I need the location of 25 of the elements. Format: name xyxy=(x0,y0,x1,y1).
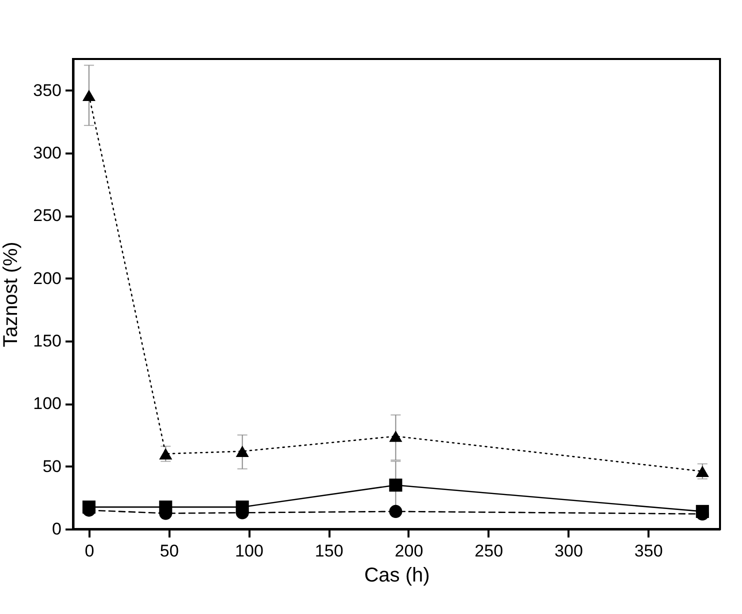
y-tick-label: 50 xyxy=(42,456,62,476)
point xyxy=(82,90,96,101)
y-tick-label: 200 xyxy=(33,268,62,288)
point xyxy=(159,448,172,460)
point xyxy=(696,466,709,477)
y-tick-label: 0 xyxy=(52,520,62,538)
x-tick-label: 100 xyxy=(235,542,264,560)
y-tick-label: 350 xyxy=(33,80,62,100)
y-tick-label: 150 xyxy=(33,332,62,350)
y-axis-title: Taznost (%) xyxy=(0,242,22,348)
point xyxy=(389,430,402,442)
x-tick-label: 0 xyxy=(84,542,94,560)
x-tick-label: 200 xyxy=(394,542,424,560)
x-tick-label: 150 xyxy=(314,542,344,560)
x-tick-label: 300 xyxy=(554,542,583,560)
x-axis-title: Cas (h) xyxy=(364,564,430,586)
point xyxy=(389,504,402,518)
point xyxy=(389,478,402,492)
x-tick-label: 50 xyxy=(160,542,179,560)
y-tick-label: 300 xyxy=(33,144,62,162)
point xyxy=(236,446,249,457)
y-tick-label: 100 xyxy=(33,394,62,414)
x-tick-label: 350 xyxy=(634,542,663,560)
y-tick-label: 250 xyxy=(33,206,62,226)
x-tick-label: 250 xyxy=(474,542,504,560)
